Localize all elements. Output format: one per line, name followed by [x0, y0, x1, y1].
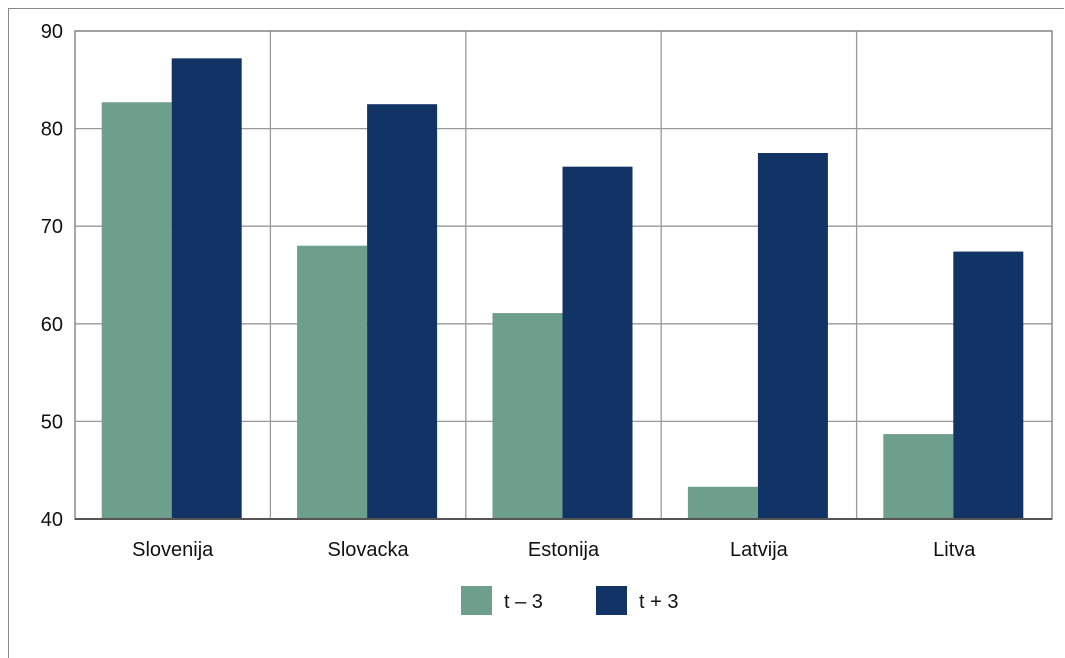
- category-label: Slovacka: [328, 539, 410, 561]
- bar-t-minus-3: [492, 313, 563, 519]
- y-tick-label: 90: [41, 21, 63, 43]
- y-tick-labels: 40 50 60 70 80 90: [41, 21, 63, 531]
- axes: [74, 30, 1053, 520]
- bar-t-plus-3: [953, 251, 1024, 520]
- bar-t-plus-3: [367, 104, 438, 519]
- legend-swatch: [461, 586, 492, 615]
- category-label: Litva: [933, 539, 976, 561]
- chart-frame: [8, 8, 1064, 658]
- bars: [101, 58, 1024, 520]
- y-tick-label: 60: [41, 314, 63, 336]
- y-tick-label: 40: [41, 509, 63, 531]
- legend-label: t + 3: [639, 591, 678, 613]
- bar-t-plus-3: [757, 153, 828, 519]
- y-tick-label: 80: [41, 119, 63, 141]
- bar-t-minus-3: [101, 102, 172, 520]
- bar-t-plus-3: [562, 166, 633, 519]
- bar-t-minus-3: [687, 486, 758, 519]
- bar-t-plus-3: [171, 58, 242, 519]
- y-tick-label: 50: [41, 411, 63, 433]
- category-label: Slovenija: [132, 539, 214, 561]
- bar-t-minus-3: [297, 245, 368, 519]
- legend: t – 3 t + 3: [461, 586, 678, 615]
- category-label: Latvija: [730, 539, 789, 561]
- y-tick-label: 70: [41, 216, 63, 238]
- legend-swatch: [596, 586, 627, 615]
- legend-label: t – 3: [504, 591, 543, 613]
- bar-t-minus-3: [883, 434, 954, 519]
- category-labels: Slovenija Slovacka Estonija Latvija Litva: [132, 539, 976, 561]
- category-label: Estonija: [528, 539, 600, 561]
